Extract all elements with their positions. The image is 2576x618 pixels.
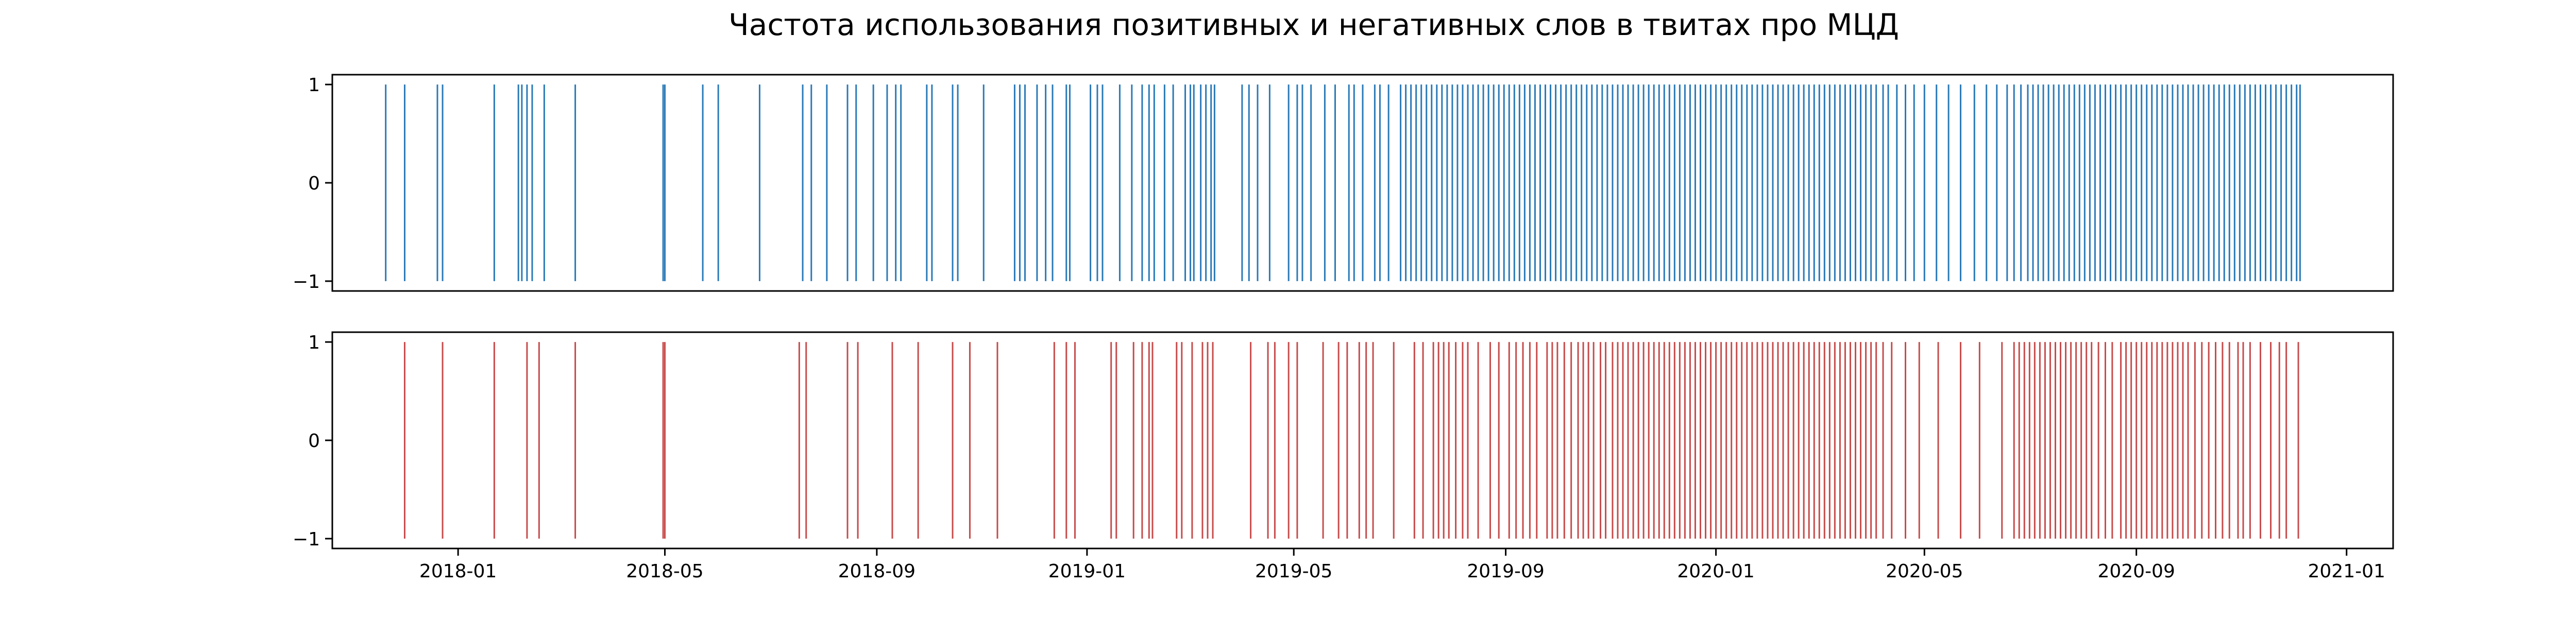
x-tick-label: 2020-05 xyxy=(1886,561,1963,582)
subplot-negative-y-axis: 1 0 −1 xyxy=(293,332,332,550)
x-tick-label: 2020-09 xyxy=(2097,561,2175,582)
y-tick-label: 1 xyxy=(308,75,320,96)
subplot-positive-y-axis: 1 0 −1 xyxy=(293,75,332,293)
subplot-negative-events xyxy=(403,342,2299,539)
x-tick-label: 2018-09 xyxy=(838,561,916,582)
subplot-positive-events xyxy=(385,84,2301,281)
x-axis: 2018-01 2018-05 2018-09 2019-01 2019-05 2019-… xyxy=(419,548,2385,582)
y-tick-label: 1 xyxy=(308,332,320,353)
y-tick-label: −1 xyxy=(293,529,320,550)
y-tick-label: 0 xyxy=(308,431,320,452)
subplot-negative: 1 0 −1 xyxy=(293,331,2394,550)
subplot-negative-frame xyxy=(331,331,2394,550)
x-tick-label: 2018-01 xyxy=(419,561,497,582)
x-tick-label: 2018-05 xyxy=(626,561,703,582)
y-tick-label: 0 xyxy=(308,173,320,194)
subplot-negative-background xyxy=(332,332,2393,548)
x-tick-label: 2020-01 xyxy=(1677,561,1754,582)
x-tick-label: 2021-01 xyxy=(2308,561,2385,582)
x-tick-label: 2019-05 xyxy=(1255,561,1332,582)
y-tick-label: −1 xyxy=(293,271,320,293)
chart-title: Частота использования позитивных и негат… xyxy=(728,7,1899,42)
x-tick-label: 2019-09 xyxy=(1467,561,1544,582)
subplot-positive-frame xyxy=(331,74,2394,292)
x-tick-label: 2019-01 xyxy=(1048,561,1126,582)
subplot-positive: 1 0 −1 xyxy=(293,74,2394,293)
